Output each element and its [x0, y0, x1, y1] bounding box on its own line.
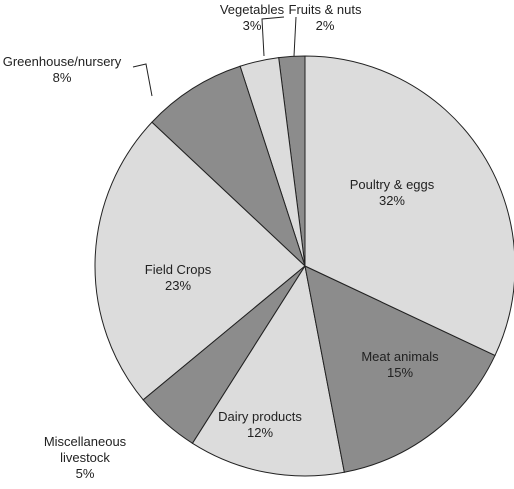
category-label: Dairy products [218, 409, 302, 424]
slice-label: Poultry & eggs 32% [350, 177, 435, 209]
slice-label: Greenhouse/nursery 8% [3, 54, 122, 86]
pie-slice [304, 265, 496, 473]
value-label: 3% [242, 18, 262, 33]
value-label: 8% [52, 70, 72, 85]
leader-line [293, 16, 297, 57]
pie-slice [191, 264, 345, 477]
category-label: Miscellaneous livestock [43, 434, 127, 465]
category-label: Meat animals [361, 349, 439, 364]
pie-slice [94, 121, 306, 401]
value-label: 12% [246, 425, 274, 440]
category-label: Field Crops [144, 262, 212, 277]
slice-label: Field Crops 23% [145, 262, 211, 294]
leaders [132, 16, 297, 97]
slice-label: Dairy products 12% [218, 409, 302, 441]
pie-slice [304, 55, 514, 357]
category-label: Fruits & nuts [288, 2, 362, 17]
slice-label: Vegetables 3% [220, 2, 284, 34]
category-label: Poultry & eggs [349, 177, 435, 192]
leader-line [132, 63, 153, 97]
category-label: Vegetables [219, 2, 285, 17]
value-label: 32% [378, 193, 406, 208]
value-label: 15% [386, 365, 414, 380]
slice-label: Miscellaneous livestock 5% [35, 434, 135, 482]
value-label: 23% [164, 278, 192, 293]
slice-label: Fruits & nuts 2% [289, 2, 362, 34]
slice-label: Meat animals 15% [361, 349, 438, 381]
category-label: Greenhouse/nursery [2, 54, 122, 69]
leader-line [261, 16, 285, 57]
value-label: 5% [75, 466, 95, 481]
value-label: 2% [315, 18, 335, 33]
pie-slice [151, 65, 306, 267]
